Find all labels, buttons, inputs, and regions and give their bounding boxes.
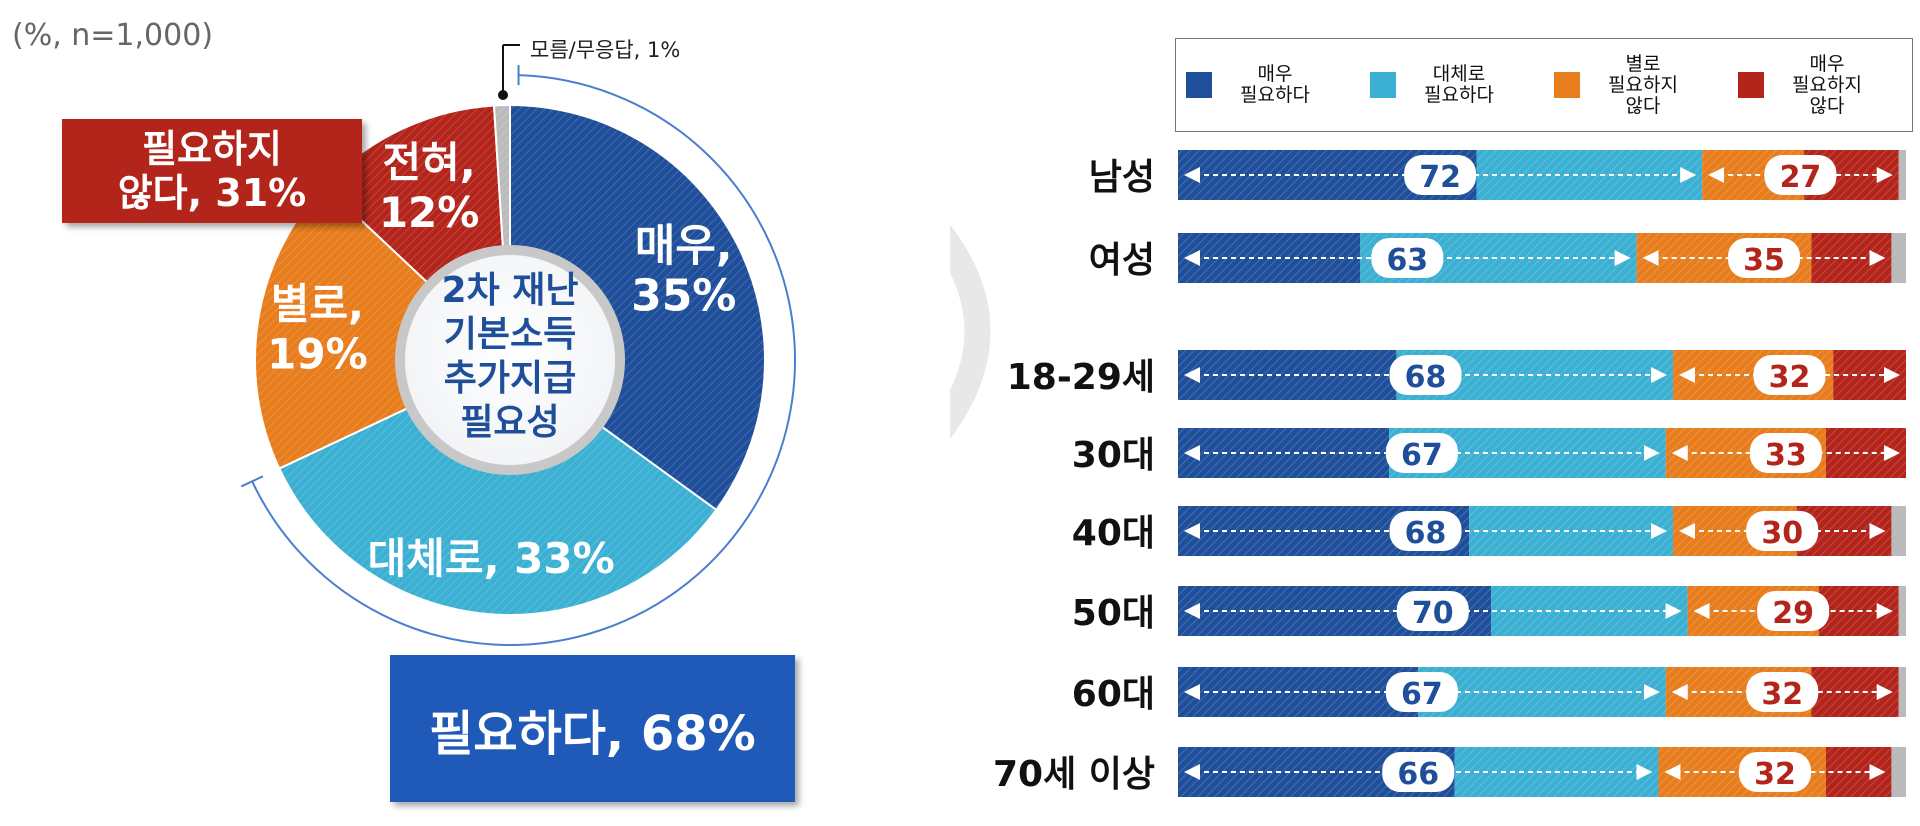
category-label: 남성 xyxy=(1089,157,1155,198)
callout-needed: 필요하다, 68% xyxy=(390,655,795,802)
center-label-line: 필요성 xyxy=(460,402,559,443)
donut-slice-texture xyxy=(324,105,504,285)
not-need-total-label: 32 xyxy=(1761,677,1803,712)
bracket-cap xyxy=(240,475,264,488)
not-need-total-pill xyxy=(1738,752,1811,792)
bar-segment-dontknow xyxy=(1898,667,1906,717)
category-label: 30대 xyxy=(1072,435,1155,476)
not-need-total-label: 27 xyxy=(1780,160,1822,195)
need-total-label: 67 xyxy=(1401,677,1443,712)
legend-label: 별로 필요하지 않다 xyxy=(1608,52,1678,117)
legend-swatch xyxy=(1738,72,1764,98)
need-total-pill xyxy=(1385,672,1458,712)
sample-note: (%, n=1,000) xyxy=(12,18,214,53)
bar-segment-dontknow xyxy=(1898,150,1906,200)
need-total-pill xyxy=(1404,155,1477,195)
donut-slice-texture xyxy=(279,406,717,616)
slice-label: 35% xyxy=(631,270,736,321)
stacked-bar-chart: 남성 72 27 여성 63 35 18-29세 68 32 30대 67 33 40대 68 30 50대 7… xyxy=(950,150,1906,797)
legend-swatch xyxy=(1370,72,1396,98)
donut-slice-texture xyxy=(510,105,766,510)
need-total-label: 66 xyxy=(1397,757,1439,792)
need-total-pill xyxy=(1389,511,1462,551)
not-need-total-pill xyxy=(1749,433,1822,473)
slice-label: 별로, xyxy=(271,279,364,328)
bar-segment-dontknow xyxy=(1891,506,1906,556)
center-label-line: 기본소득 xyxy=(444,314,576,355)
bar-segment-texture xyxy=(1469,506,1674,556)
need-total-label: 67 xyxy=(1401,438,1443,473)
donut-slice-texture xyxy=(255,185,430,469)
need-total-label: 70 xyxy=(1412,596,1454,631)
legend-item: 매우 필요하지 않다 xyxy=(1728,39,1912,131)
not-need-total-label: 30 xyxy=(1761,516,1803,551)
center-label-line: 2차 재난 xyxy=(442,270,579,311)
need-total-pill xyxy=(1382,752,1455,792)
need-total-label: 63 xyxy=(1386,243,1428,278)
center-label-line: 추가지급 xyxy=(444,358,576,399)
slice-label: 12% xyxy=(379,188,480,237)
not-need-total-pill xyxy=(1764,155,1837,195)
slice-label: 19% xyxy=(267,329,368,378)
slice-label: 대체로, 33% xyxy=(368,534,615,583)
need-total-pill xyxy=(1385,433,1458,473)
need-total-pill xyxy=(1371,238,1444,278)
donut-center xyxy=(395,245,625,475)
legend-item: 매우 필요하다 xyxy=(1176,39,1360,131)
need-total-pill xyxy=(1396,591,1469,631)
not-need-total-label: 33 xyxy=(1765,438,1807,473)
donut-slice-texture xyxy=(493,105,510,251)
not-need-total-pill xyxy=(1753,355,1826,395)
bar-segment-dontknow xyxy=(1898,586,1906,636)
need-total-label: 72 xyxy=(1419,160,1461,195)
need-total-label: 68 xyxy=(1405,360,1447,395)
bar-segment-dontknow xyxy=(1891,233,1906,283)
needed-bracket xyxy=(251,74,796,646)
category-label: 60대 xyxy=(1072,674,1155,715)
legend-item: 대체로 필요하다 xyxy=(1360,39,1544,131)
not-need-total-pill xyxy=(1757,591,1830,631)
not-need-total-label: 32 xyxy=(1754,757,1796,792)
slice-label: 매우, xyxy=(635,220,733,271)
legend: 매우 필요하다 대체로 필요하다 별로 필요하지 않다 매우 필요하지 않다 xyxy=(1175,38,1913,132)
need-total-label: 68 xyxy=(1405,516,1447,551)
legend-swatch xyxy=(1186,72,1212,98)
not-need-total-label: 29 xyxy=(1772,596,1814,631)
category-label: 50대 xyxy=(1072,593,1155,634)
category-label: 18-29세 xyxy=(1007,357,1155,398)
category-label: 70세 이상 xyxy=(993,754,1155,795)
bar-segment-dontknow xyxy=(1891,747,1906,797)
not-need-total-pill xyxy=(1746,511,1819,551)
legend-label: 대체로 필요하다 xyxy=(1424,63,1494,106)
legend-label: 매우 필요하다 xyxy=(1240,63,1310,106)
not-need-total-label: 32 xyxy=(1769,360,1811,395)
category-label: 여성 xyxy=(1089,240,1155,281)
category-label: 40대 xyxy=(1072,513,1155,554)
slice-label: 전혀, xyxy=(382,138,475,187)
dontknow-label: 모름/무응답, 1% xyxy=(530,38,681,62)
need-total-pill xyxy=(1389,355,1462,395)
callout-not-needed: 필요하지 않다, 31% xyxy=(62,119,362,223)
legend-swatch xyxy=(1554,72,1580,98)
not-need-total-label: 35 xyxy=(1743,243,1785,278)
not-need-total-pill xyxy=(1728,238,1801,278)
not-need-total-pill xyxy=(1746,672,1819,712)
small-slice-marker xyxy=(498,90,508,100)
legend-label: 매우 필요하지 않다 xyxy=(1792,52,1862,117)
legend-item: 별로 필요하지 않다 xyxy=(1544,39,1728,131)
